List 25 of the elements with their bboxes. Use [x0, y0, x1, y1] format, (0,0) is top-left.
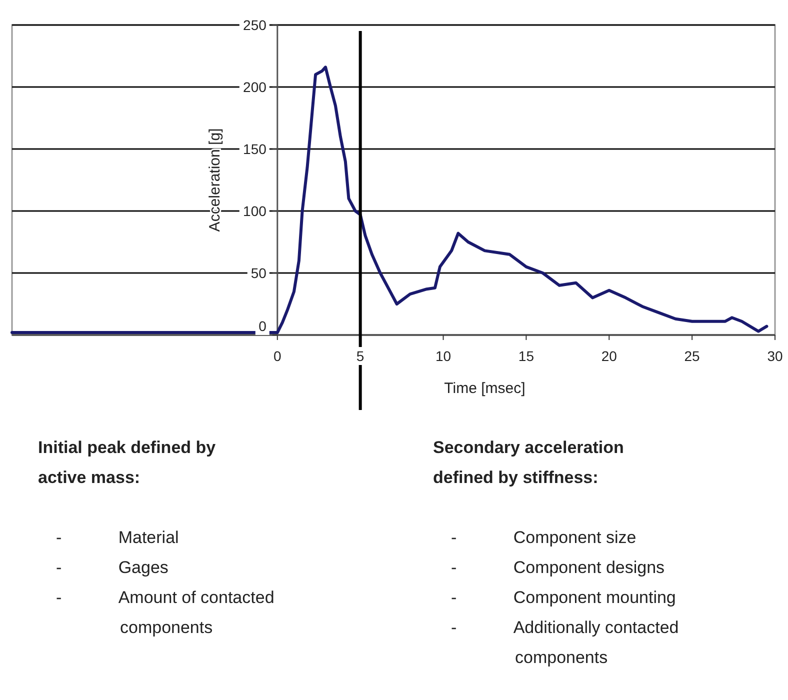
text: - Component designs	[451, 558, 665, 577]
text: - Component size	[451, 528, 636, 547]
y-tick-label: 150	[243, 140, 267, 157]
text: - Amount of contacted components	[56, 588, 274, 637]
text: - Gages	[56, 558, 168, 577]
x-axis-title: Time [msec]	[444, 380, 526, 397]
text: - Component mounting	[451, 588, 676, 607]
line-series	[10, 66, 768, 334]
text: Secondary acceleration defined by stiffness:	[433, 438, 624, 487]
text: - Additionally contacted components	[451, 618, 679, 667]
x-tick-label: 15	[518, 348, 534, 364]
x-tick-label: 10	[435, 348, 452, 364]
y-tick-label: 250	[243, 16, 267, 33]
x-tick-label: 5	[356, 348, 364, 364]
x-tick-label: 30	[767, 348, 783, 364]
x-tick-label: 20	[601, 348, 618, 364]
x-tick-label: 0	[273, 348, 282, 364]
y-tick-label: 0	[258, 318, 267, 334]
text: - Material	[56, 528, 179, 547]
y-axis-title: Acceleration [g]	[206, 128, 224, 232]
y-tick-label: 50	[250, 264, 267, 281]
x-tick-label: 25	[684, 348, 700, 364]
y-tick-label: 100	[243, 202, 267, 219]
y-tick-label: 200	[243, 78, 267, 95]
text: Initial peak defined by active mass:	[38, 438, 216, 487]
